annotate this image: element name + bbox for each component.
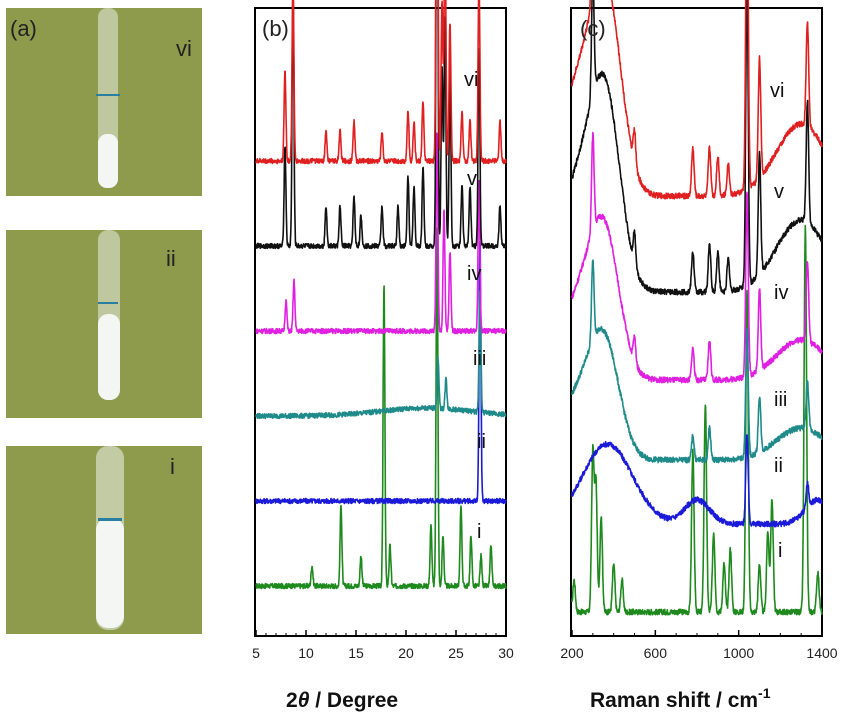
series-line-vi (255, 0, 507, 165)
x-axis-title-c: Raman shift / cm-1 (590, 685, 771, 712)
photo-label-i: i (170, 454, 175, 479)
x-tick-label: 15 (348, 645, 364, 661)
photo-powder (98, 314, 120, 400)
panel-label-b: (b) (262, 16, 289, 41)
series-line-vi (571, 0, 823, 200)
trace-label-ii: ii (774, 455, 783, 477)
trace-label-i: i (778, 540, 782, 562)
trace-label-iv: iv (774, 282, 788, 304)
series-line-iii (255, 289, 507, 420)
ticks-b: 5 10 15 20 25 30 (252, 630, 514, 661)
photo-label-ii: ii (166, 246, 176, 271)
series-line-v (255, 0, 507, 250)
trace-label-iv: iv (467, 263, 481, 285)
series-c (571, 0, 823, 616)
panel-label-a: (a) (10, 16, 37, 41)
photo-i: i (6, 446, 202, 634)
series-line-iv (255, 132, 507, 335)
x-tick-label: 1000 (723, 645, 754, 661)
trace-label-i: i (477, 521, 481, 543)
trace-label-ii: ii (477, 431, 486, 453)
series-line-i (255, 227, 507, 590)
series-line-ii (571, 434, 823, 528)
x-tick-label: 25 (448, 645, 464, 661)
x-tick-label: 20 (398, 645, 414, 661)
plot-frame-c (570, 7, 823, 637)
trace-label-vi: vi (770, 80, 784, 102)
trace-label-v: v (467, 168, 477, 190)
trace-label-vi: vi (464, 69, 478, 91)
x-axis-title-b: 2θ / Degree (286, 689, 398, 712)
x-tick-label: 1400 (806, 645, 837, 661)
x-tick-label: 10 (298, 645, 314, 661)
panel-label-c: (c) (580, 16, 606, 41)
series-line-iv (571, 131, 823, 384)
trace-label-iii: iii (774, 389, 787, 411)
photo-marker (98, 518, 122, 521)
x-tick-label: 200 (560, 645, 584, 661)
photo-powder (98, 134, 118, 188)
photo-marker (98, 302, 118, 304)
series-line-iii (571, 259, 823, 464)
photo-vi: vi (6, 8, 202, 196)
photo-ii: ii (6, 230, 202, 418)
ticks-c: 200 600 1000 1400 (560, 630, 838, 661)
x-tick-label: 600 (644, 645, 668, 661)
trace-label-v: v (774, 181, 784, 203)
series-line-i (571, 224, 823, 616)
plot-frame-b (254, 7, 507, 637)
panel-a-photos: vi ii i (a) (6, 8, 202, 634)
photo-powder (96, 518, 124, 628)
series-line-ii (255, 241, 507, 505)
photo-label-vi: vi (176, 36, 192, 61)
x-tick-label: 5 (252, 645, 260, 661)
trace-label-iii: iii (473, 348, 486, 370)
series-b (255, 0, 507, 590)
x-tick-label: 30 (498, 645, 514, 661)
photo-marker (96, 94, 120, 96)
series-line-v (571, 0, 823, 296)
